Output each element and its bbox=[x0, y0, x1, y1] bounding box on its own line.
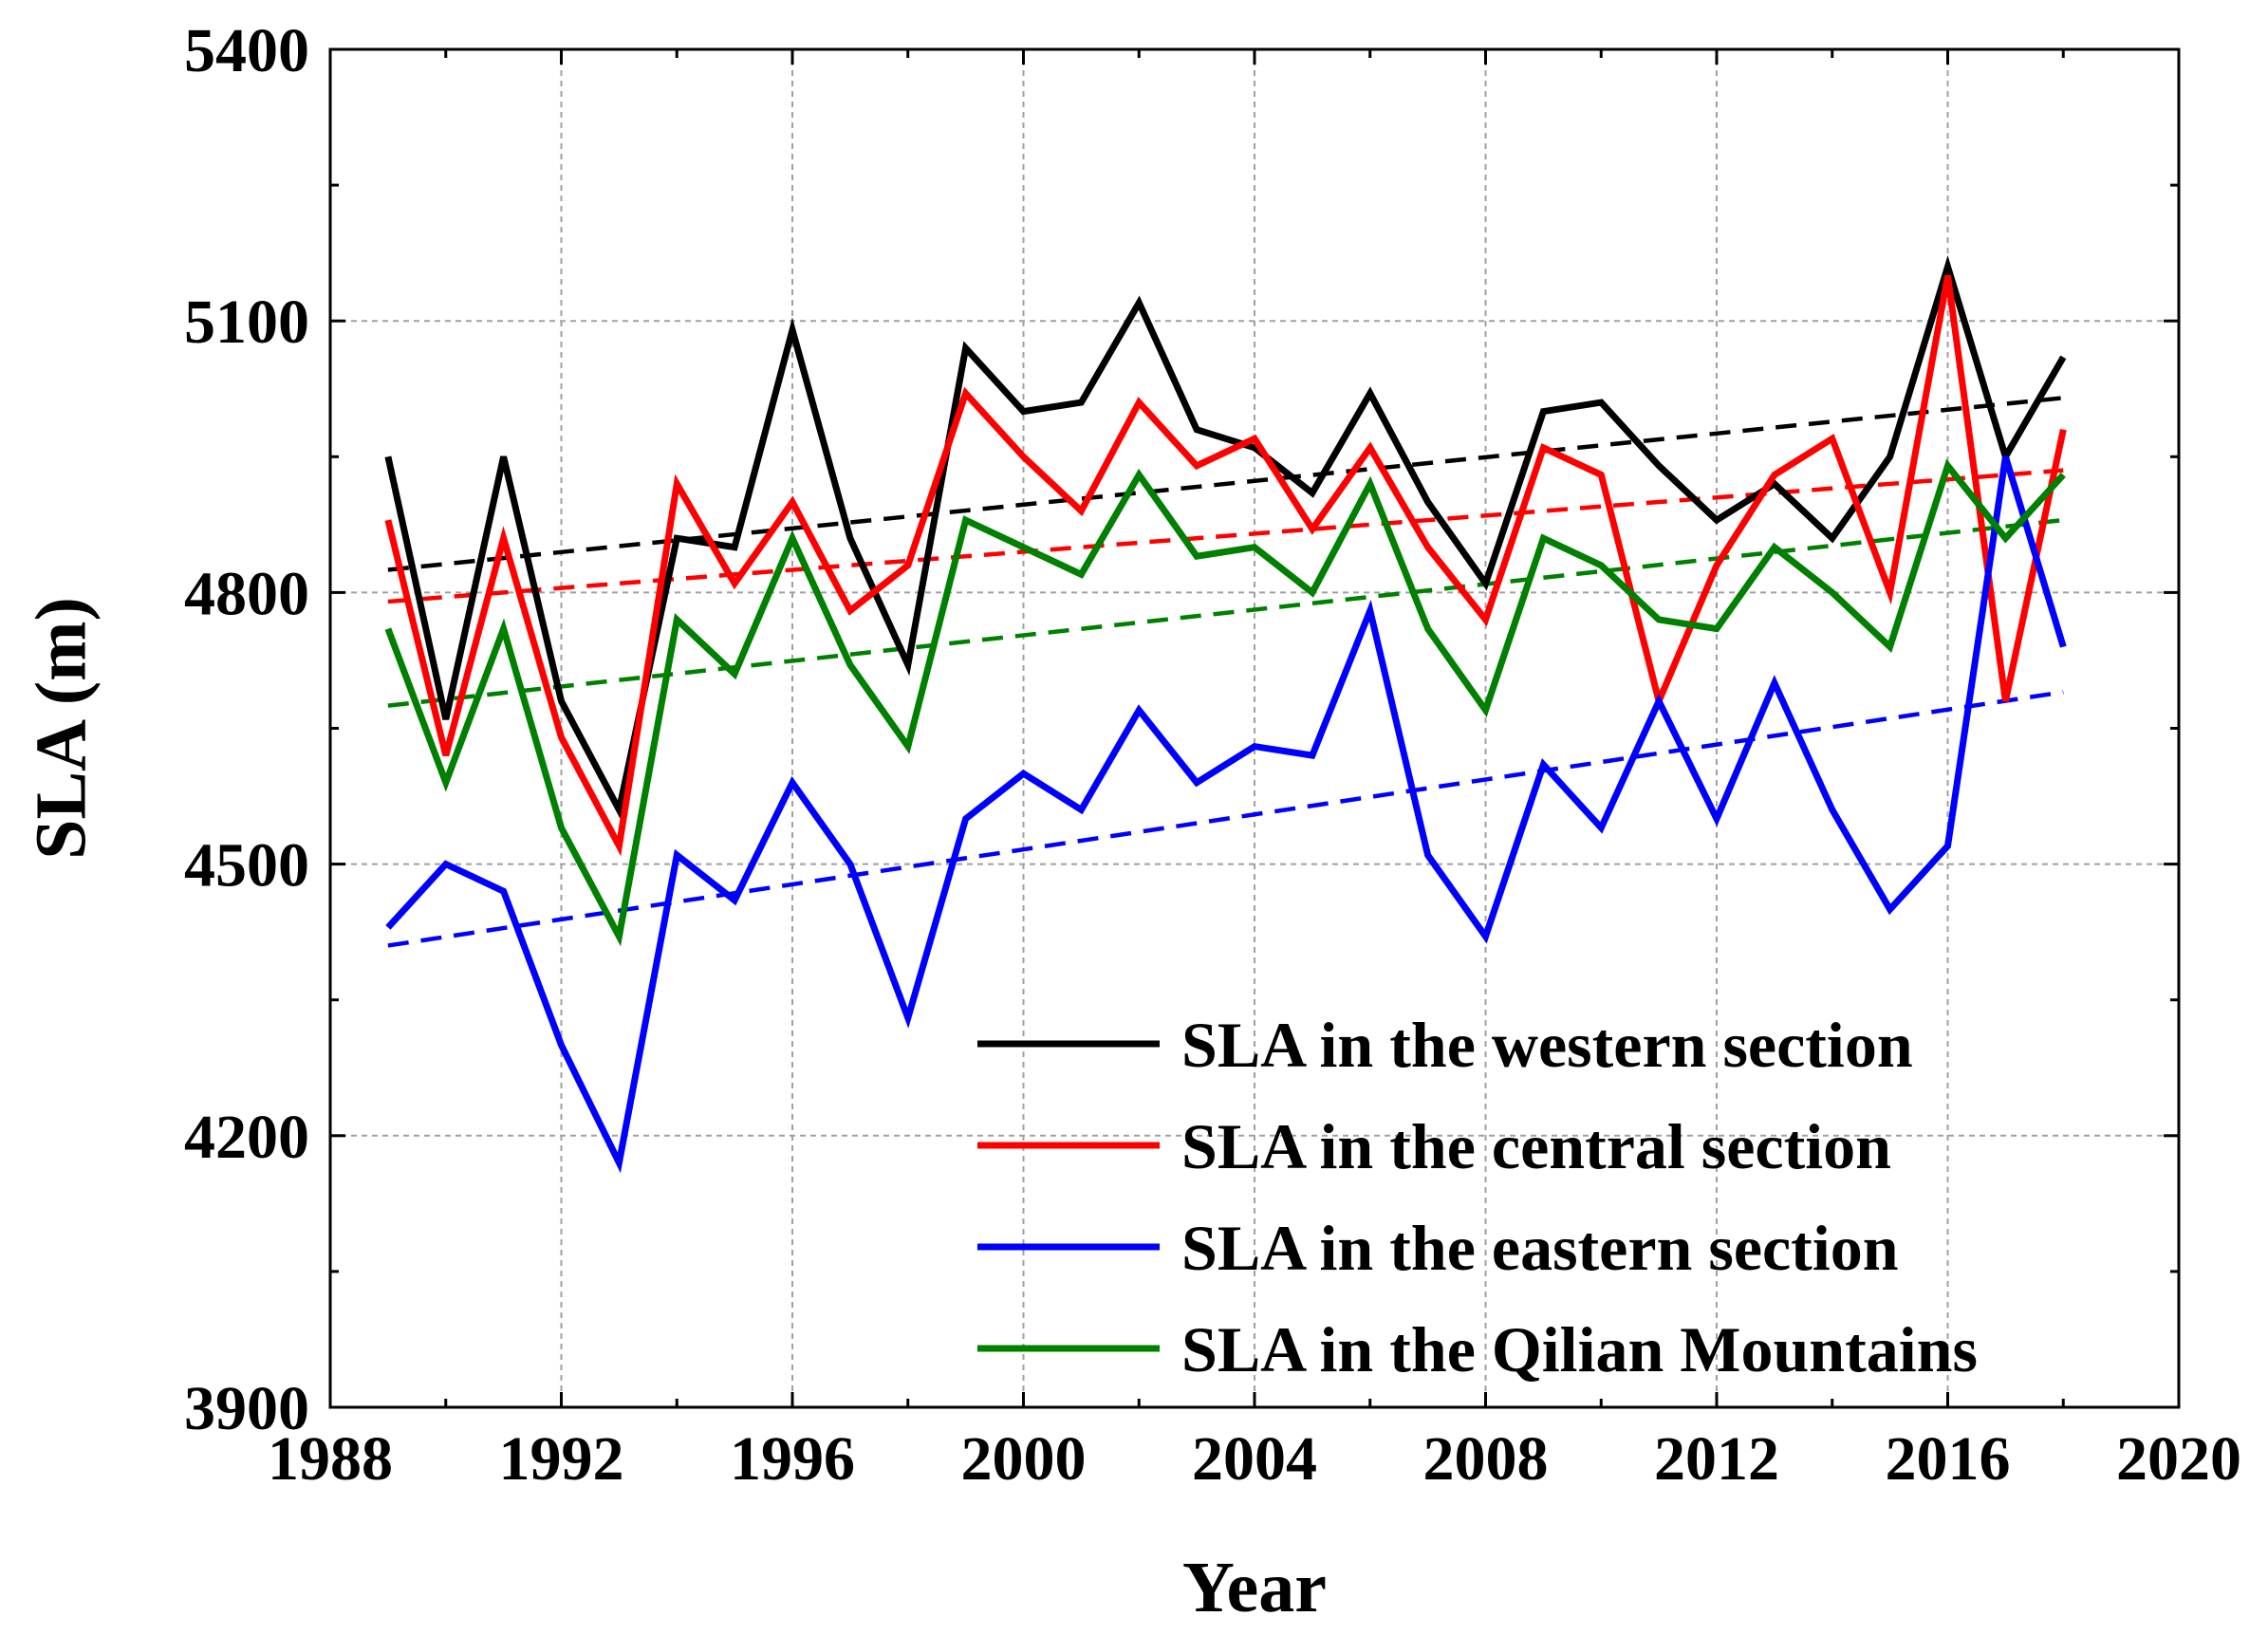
trend-line bbox=[387, 517, 2064, 708]
x-tick-label: 2016 bbox=[1886, 1424, 2011, 1494]
x-tick-label: 2008 bbox=[1423, 1424, 1549, 1494]
y-tick-label: 4500 bbox=[184, 831, 309, 901]
series-lines bbox=[384, 254, 2067, 1174]
x-tick-label: 2012 bbox=[1654, 1424, 1779, 1494]
series-line bbox=[385, 455, 2067, 1174]
axis-ticks bbox=[328, 47, 2181, 1409]
x-tick-label: 1996 bbox=[730, 1424, 855, 1494]
legend-label: SLA in the central section bbox=[1181, 1110, 1891, 1182]
legend-label: SLA in the Qilian Mountains bbox=[1181, 1313, 1978, 1385]
grid-lines bbox=[330, 49, 2179, 1407]
y-tick-label: 3900 bbox=[184, 1374, 309, 1443]
x-tick-label: 1988 bbox=[268, 1424, 393, 1494]
trend-lines bbox=[387, 396, 2064, 948]
y-axis-label: SLA (m) bbox=[21, 597, 101, 860]
x-tick-label: 1992 bbox=[499, 1424, 624, 1494]
y-tick-label: 5400 bbox=[184, 16, 309, 85]
legend-label: SLA in the western section bbox=[1181, 1009, 1913, 1081]
x-tick-label: 2004 bbox=[1192, 1424, 1317, 1494]
tick-labels: 1988 1992 1996 2000 2004 2008 2012 2016 2020 3900… bbox=[184, 16, 2241, 1494]
x-tick-label: 2020 bbox=[2116, 1424, 2241, 1494]
x-axis-label: Year bbox=[1182, 1548, 1327, 1627]
legend-label: SLA in the eastern section bbox=[1181, 1212, 1899, 1284]
x-tick-label: 2000 bbox=[961, 1424, 1087, 1494]
series-line bbox=[384, 458, 2066, 947]
y-tick-label: 5100 bbox=[184, 288, 309, 357]
y-tick-label: 4200 bbox=[184, 1103, 309, 1172]
series-line bbox=[384, 254, 2067, 820]
series-line bbox=[384, 274, 2067, 857]
legend: SLA in the western section SLA in the cen… bbox=[977, 1009, 1978, 1385]
y-tick-label: 4800 bbox=[184, 559, 309, 628]
trend-line bbox=[387, 468, 2064, 604]
trend-line bbox=[387, 396, 2064, 572]
